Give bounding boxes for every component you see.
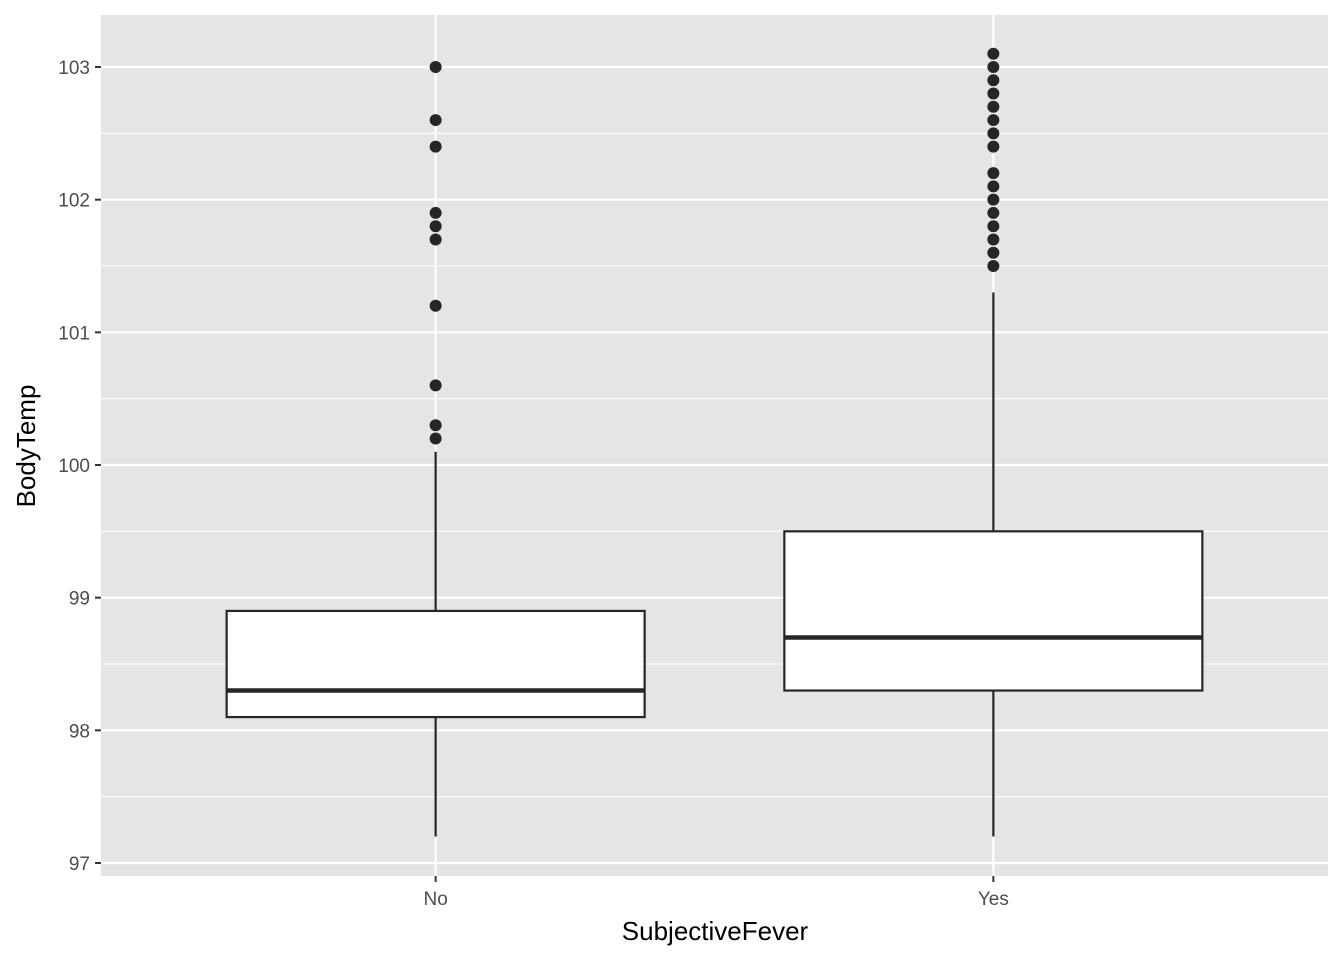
y-tick-label: 98 xyxy=(69,721,90,742)
box xyxy=(783,530,1204,692)
outlier-point xyxy=(429,432,442,445)
y-tick-label: 101 xyxy=(58,323,90,344)
outlier-point xyxy=(987,180,1000,193)
x-axis-title: SubjectiveFever xyxy=(622,916,809,946)
y-tick-label: 97 xyxy=(69,854,90,875)
boxplot-no xyxy=(225,61,646,837)
x-tick-label: No xyxy=(423,889,447,910)
box xyxy=(225,609,646,719)
outlier-point xyxy=(429,220,442,233)
outlier-point xyxy=(987,47,1000,60)
outlier-point xyxy=(429,114,442,127)
outlier-point xyxy=(429,379,442,392)
outlier-point xyxy=(987,127,1000,140)
boxplots xyxy=(225,47,1204,837)
outlier-point xyxy=(987,114,1000,127)
y-axis-title: BodyTemp xyxy=(11,385,41,508)
outlier-point xyxy=(987,140,1000,153)
y-tick-label: 100 xyxy=(58,456,90,477)
y-tick-label: 99 xyxy=(69,589,90,610)
outlier-point xyxy=(429,140,442,153)
outlier-point xyxy=(987,260,1000,272)
y-tick-label: 102 xyxy=(58,191,90,212)
x-tick-label: Yes xyxy=(978,889,1009,910)
outlier-point xyxy=(987,193,1000,206)
outlier-point xyxy=(987,246,1000,259)
panel-background xyxy=(101,15,1328,876)
outlier-point xyxy=(429,233,442,246)
outlier-point xyxy=(987,87,1000,100)
boxplot-yes xyxy=(783,47,1204,837)
outlier-point xyxy=(987,167,1000,180)
outlier-point xyxy=(429,419,442,432)
x-axis: No Yes xyxy=(423,876,1009,910)
outlier-point xyxy=(987,206,1000,219)
y-axis: 97 98 99 100 101 102 103 xyxy=(58,58,101,875)
outlier-point xyxy=(987,220,1000,233)
outlier-point xyxy=(987,74,1000,87)
outlier-point xyxy=(429,299,442,312)
outlier-point xyxy=(987,100,1000,113)
outlier-point xyxy=(429,61,442,73)
outlier-point xyxy=(429,206,442,219)
y-tick-label: 103 xyxy=(58,58,90,79)
outlier-point xyxy=(987,233,1000,246)
outlier-point xyxy=(987,61,1000,73)
